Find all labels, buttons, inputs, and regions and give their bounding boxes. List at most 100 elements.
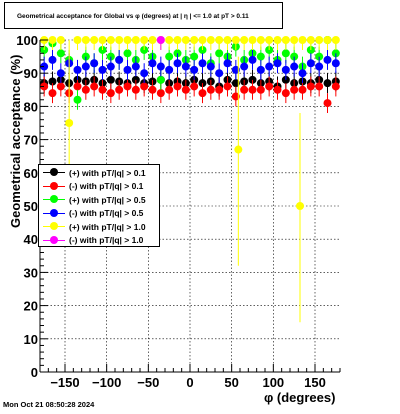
x-tick-label: 0 [186, 375, 193, 390]
data-point [106, 75, 115, 84]
legend-label: (-) with pT/|q| > 1.0 [69, 235, 144, 246]
data-point [48, 55, 57, 64]
data-point [248, 85, 257, 94]
data-point [281, 49, 290, 58]
data-point [281, 89, 290, 98]
data-point [265, 82, 274, 91]
legend-entry: (-) with pT/|q| > 0.1 [39, 180, 159, 194]
data-point [223, 82, 232, 91]
data-point [281, 65, 290, 74]
data-point [206, 62, 215, 71]
y-tick-label: 20 [24, 299, 38, 314]
data-point [48, 36, 57, 44]
x-tick-label: 150 [304, 375, 326, 390]
y-tick-label: 10 [24, 332, 38, 347]
data-point [256, 36, 265, 44]
footer-timestamp: Mon Oct 21 08:50:28 2024 [3, 400, 95, 409]
data-point [331, 36, 340, 44]
y-tick-label: 70 [24, 133, 38, 148]
data-point [206, 36, 215, 44]
data-point [248, 36, 257, 44]
legend-marker-icon [39, 207, 69, 220]
data-point [48, 77, 57, 86]
data-point [148, 59, 157, 68]
data-point [265, 62, 274, 71]
data-point [131, 62, 140, 71]
data-point [73, 36, 82, 44]
legend-marker-icon [39, 180, 69, 193]
data-point [256, 65, 265, 74]
data-point [140, 82, 149, 91]
data-point [73, 82, 82, 91]
data-point [198, 59, 207, 68]
data-point [81, 85, 90, 94]
y-tick-label: 50 [24, 199, 38, 214]
data-point [256, 52, 265, 61]
data-point [306, 82, 315, 91]
data-point [331, 82, 340, 91]
data-point [331, 59, 340, 68]
data-point [98, 65, 107, 74]
data-point [215, 85, 224, 94]
data-point [56, 82, 65, 91]
data-point [123, 82, 132, 91]
y-tick-label: 90 [24, 66, 38, 81]
data-point [98, 36, 107, 44]
data-point [306, 36, 315, 44]
data-point [123, 65, 132, 74]
x-tick-label: −50 [137, 375, 159, 390]
data-point [206, 85, 215, 94]
data-point [173, 59, 182, 68]
data-point [140, 69, 149, 78]
data-point [156, 36, 165, 44]
data-point [273, 59, 282, 68]
data-point [140, 36, 149, 44]
data-point [298, 69, 307, 78]
data-point [115, 85, 124, 94]
data-point [296, 202, 304, 210]
data-point [40, 62, 49, 71]
data-point [165, 85, 174, 94]
data-point [173, 36, 182, 44]
data-point [90, 59, 99, 68]
data-point [123, 36, 132, 44]
data-point [323, 79, 332, 88]
data-point [265, 36, 274, 44]
y-tick-label: 100 [16, 33, 38, 48]
y-axis-label: Geometrical acceptance (%) [8, 54, 23, 228]
data-point [223, 36, 232, 44]
data-point [298, 85, 307, 94]
data-point [131, 85, 140, 94]
data-point [240, 85, 249, 94]
y-tick-label: 40 [24, 232, 38, 247]
data-point [48, 89, 57, 98]
data-point [173, 82, 182, 91]
legend-entry: (+) with pT/|q| > 1.0 [39, 220, 159, 234]
data-point [290, 85, 299, 94]
data-point [181, 62, 190, 71]
data-points [40, 36, 340, 323]
data-point [240, 62, 249, 71]
data-point [56, 49, 65, 58]
data-point [223, 59, 232, 68]
data-point [323, 36, 332, 44]
data-point [73, 65, 82, 74]
data-point [81, 36, 90, 44]
data-point [215, 36, 224, 44]
data-point [106, 89, 115, 98]
data-point [315, 62, 324, 71]
data-point [90, 36, 99, 44]
legend: (+) with pT/|q| > 0.1 (-) with pT/|q| > … [38, 164, 160, 247]
data-point [273, 36, 282, 44]
data-point [90, 82, 99, 91]
legend-marker-icon [39, 166, 69, 179]
data-point [198, 36, 207, 44]
x-tick-label: −100 [92, 375, 121, 390]
legend-entry: (+) with pT/|q| > 0.1 [39, 166, 159, 180]
legend-label: (+) with pT/|q| > 0.1 [69, 167, 146, 178]
data-point [323, 55, 332, 64]
data-point [323, 99, 332, 108]
data-point [190, 36, 199, 44]
data-point [298, 36, 307, 44]
data-point [73, 95, 82, 104]
